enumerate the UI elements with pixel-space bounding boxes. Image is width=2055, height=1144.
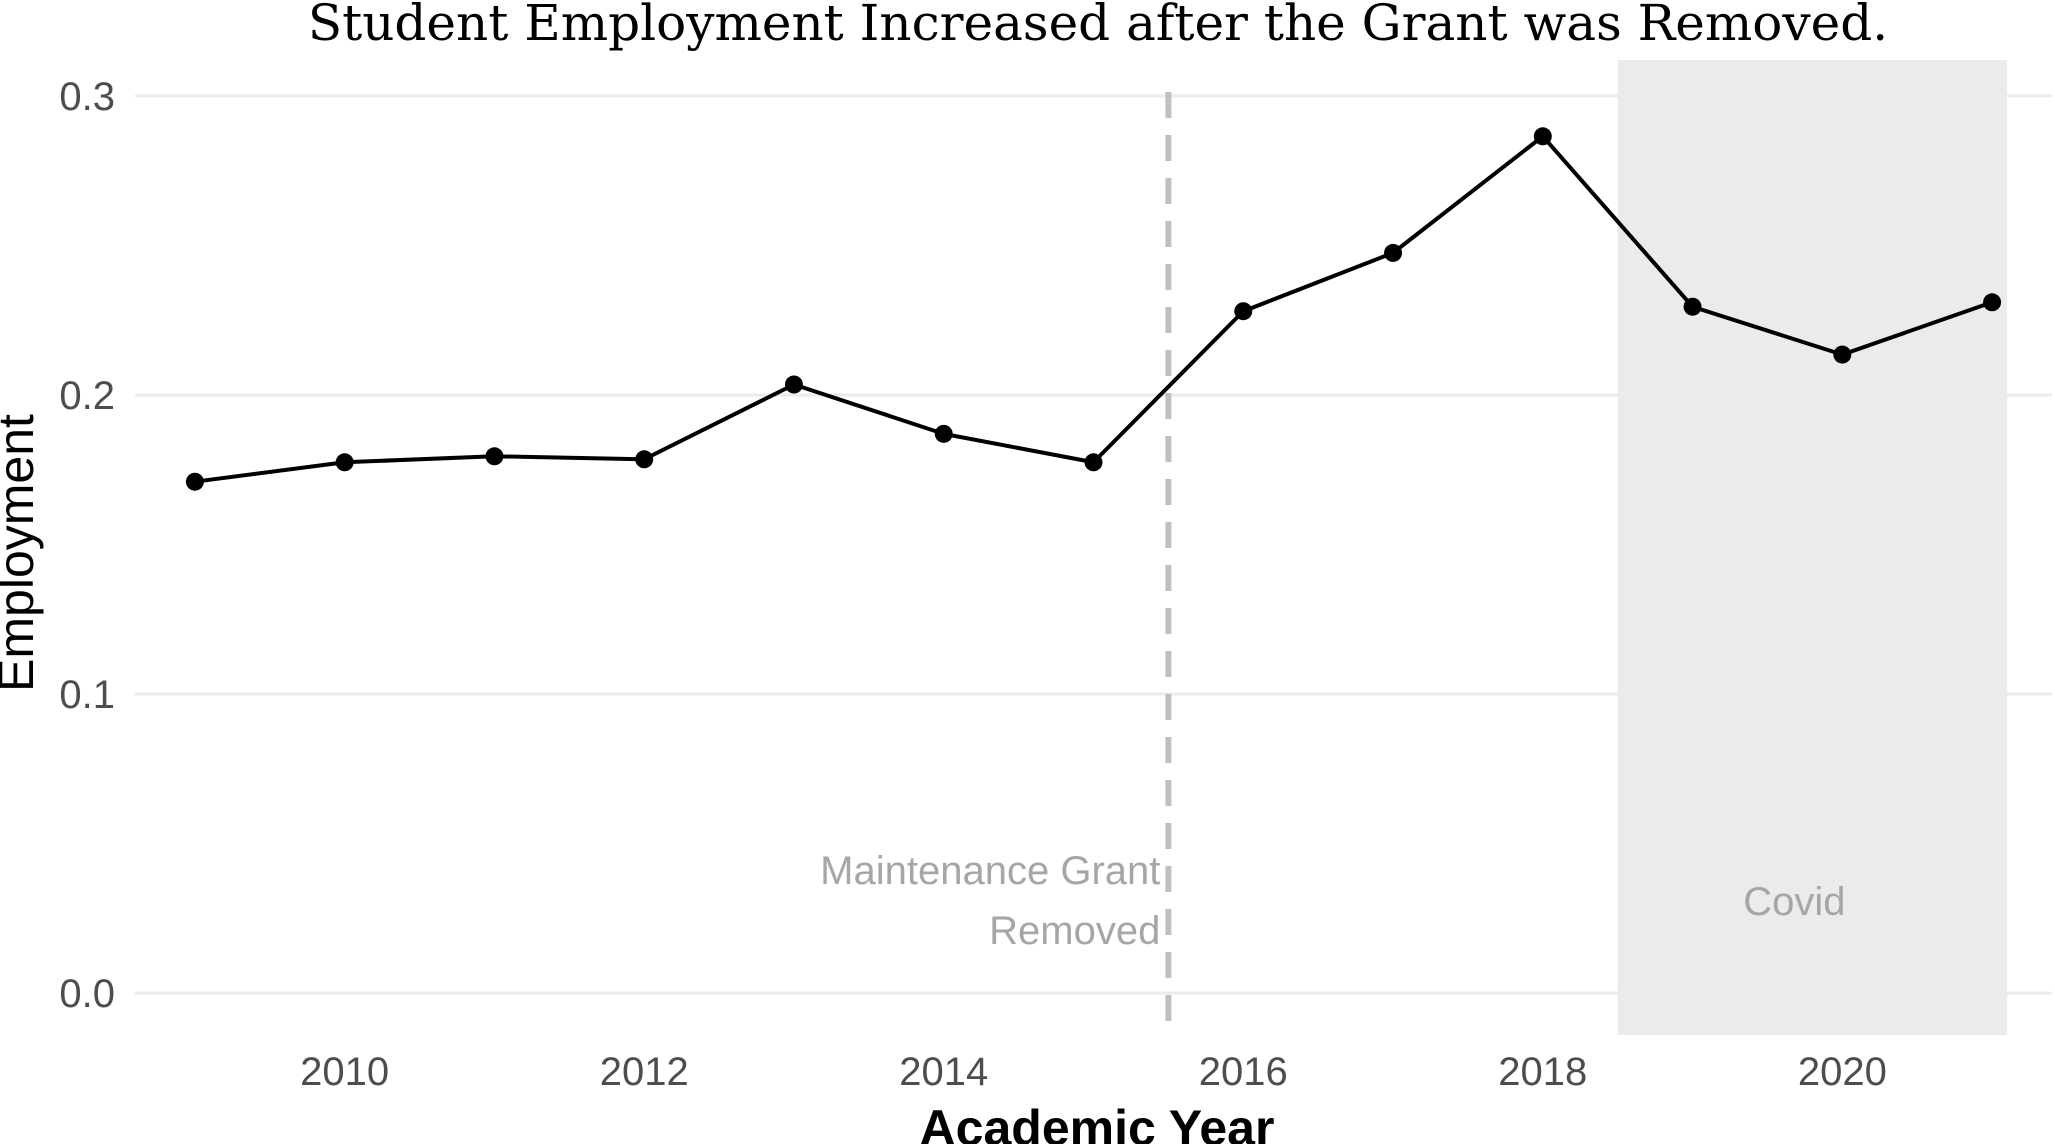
y-tick-label: 0.2 <box>59 374 115 418</box>
data-point <box>1683 297 1702 316</box>
covid-label: Covid <box>1743 880 1845 924</box>
data-point <box>335 453 354 472</box>
data-point <box>784 375 803 394</box>
y-tick-label: 0.1 <box>59 673 115 717</box>
y-axis-ticks: 0.0 0.1 0.2 0.3 <box>59 75 115 1016</box>
y-tick-label: 0.0 <box>59 972 115 1016</box>
x-tick-label: 2010 <box>300 1050 389 1094</box>
data-point <box>1983 293 2002 312</box>
x-axis-ticks: 2010 2012 2014 2016 2018 2020 <box>300 1050 1887 1094</box>
data-point <box>1833 345 1852 364</box>
y-tick-label: 0.3 <box>59 75 115 119</box>
covid-region: Covid <box>1617 60 2008 1035</box>
grant-removed-label: Maintenance Grant <box>820 849 1160 893</box>
data-point <box>1384 243 1403 262</box>
x-tick-label: 2014 <box>899 1050 988 1094</box>
data-point <box>934 424 953 443</box>
covid-shade <box>1617 60 2008 1035</box>
data-point <box>485 447 504 466</box>
grant-removed-label: Removed <box>989 909 1160 953</box>
y-axis-title: Employment <box>0 414 44 692</box>
employment-series <box>185 127 2002 491</box>
x-tick-label: 2020 <box>1798 1050 1887 1094</box>
x-tick-label: 2012 <box>600 1050 689 1094</box>
data-point <box>1084 453 1103 472</box>
x-tick-label: 2018 <box>1498 1050 1587 1094</box>
chart-title: Student Employment Increased after the G… <box>308 0 1888 52</box>
data-point <box>185 472 204 491</box>
grant-removed-line: Maintenance Grant Removed <box>820 92 1172 1035</box>
data-point <box>1234 302 1253 321</box>
x-tick-label: 2016 <box>1199 1050 1288 1094</box>
data-point <box>635 450 654 469</box>
data-point <box>1533 127 1552 146</box>
x-axis-title: Academic Year <box>920 1100 1275 1144</box>
